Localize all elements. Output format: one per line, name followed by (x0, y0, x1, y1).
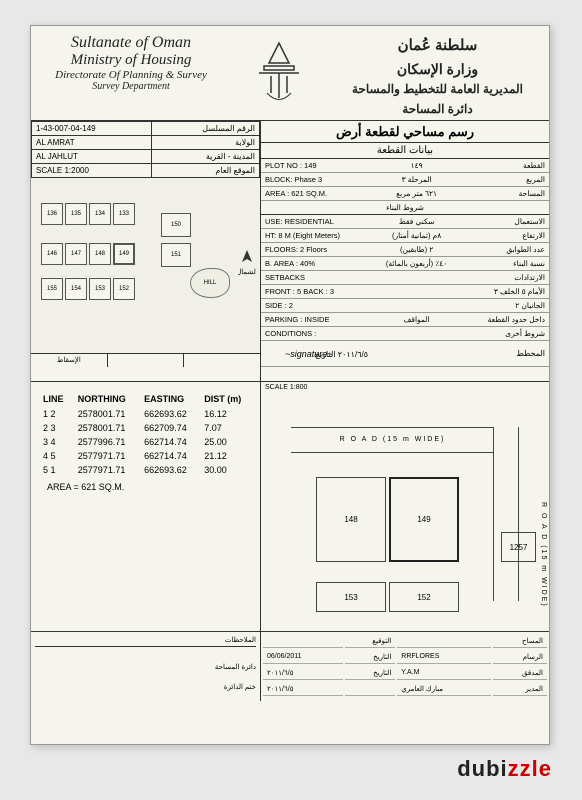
road-vertical-label: R O A D (15 m WIDE) (540, 502, 547, 608)
oman-emblem-icon (249, 38, 309, 108)
header-english: Sultanate of Oman Ministry of Housing Di… (31, 26, 231, 120)
build-conditions-header: شروط البناء (261, 201, 549, 215)
planner-label: المخطط (463, 341, 549, 367)
area-total: AREA = 621 SQ.M. (37, 478, 254, 496)
signature-area: ~signature~ ٢٠١١/٦/٥ التاريخ (261, 341, 463, 367)
panel-subtitle: بيانات القطعة (261, 143, 549, 159)
map-plot-147: 147 (65, 243, 87, 265)
map-plot-150: 150 (161, 213, 191, 237)
plot-data-panel: رسم مساحي لقطعة أرض بيانات القطعة PLOT N… (261, 121, 549, 381)
emblem-container (231, 26, 326, 120)
id-table: 1-43-007-04-149الرقم المسلسل AL AMRATالو… (31, 121, 260, 178)
village-label-ar: المدينة - القرية (152, 150, 260, 164)
map-plot-135: 135 (65, 203, 87, 225)
plot-148: 148 (316, 477, 386, 562)
plot-152: 152 (389, 582, 459, 612)
map-footer: الإسقاط (31, 353, 260, 367)
map-plot-153: 153 (89, 278, 111, 300)
wilayat: AL AMRAT (32, 136, 152, 150)
hill-feature: HILL (190, 268, 230, 298)
village: AL JAHLUT (32, 150, 152, 164)
plot-153: 153 (316, 582, 386, 612)
serial-no: 1-43-007-04-149 (32, 122, 152, 136)
plot-info-table: PLOT NO : 149١٤٩القطعةBLOCK: Phase 3المر… (261, 159, 549, 367)
notes-label: الملاحظات (35, 636, 256, 647)
country-en: Sultanate of Oman (35, 34, 227, 52)
map-plot-151: 151 (161, 243, 191, 267)
map-plot-146: 146 (41, 243, 63, 265)
survey-document: Sultanate of Oman Ministry of Housing Di… (30, 25, 550, 745)
setbacks-en: SETBACKS (261, 271, 371, 285)
svg-text:الشمال: الشمال (238, 268, 256, 276)
ministry-en: Ministry of Housing (35, 52, 227, 69)
serial-label-ar: الرقم المسلسل (152, 122, 260, 136)
dept-label: دائرة المساحة (35, 663, 256, 671)
location-map: HILL الشمال 1361351341331461471481491551… (31, 178, 260, 353)
map-plot-155: 155 (41, 278, 63, 300)
map-plot-133: 133 (113, 203, 135, 225)
plot-149-main: 149 (389, 477, 459, 562)
department-ar: دائرة المساحة (336, 100, 539, 119)
scale: SCALE 1:2000 (32, 164, 152, 178)
dubizzle-watermark: dubizzle (457, 756, 552, 782)
header-arabic: سلطنة عُمان وزارة الإسكان المديرية العام… (326, 26, 549, 120)
directorate-ar: المديرية العامة للتخطيط والمساحة (336, 80, 539, 99)
map-plot-136: 136 (41, 203, 63, 225)
directorate-en: Directorate Of Planning & Survey (35, 69, 227, 81)
road-horizontal: R O A D (15 m WIDE) (291, 427, 494, 453)
ministry-ar: وزارة الإسكان (336, 58, 539, 80)
footer-signatures: التوقيعالمساح06/06/2011التاريخRRFLORESال… (261, 632, 549, 701)
coordinates-table: LINENORTHINGEASTINGDIST (m) 1 22578001.7… (37, 390, 254, 478)
department-en: Survey Department (35, 81, 227, 92)
map-plot-134: 134 (89, 203, 111, 225)
map-plot-149: 149 (113, 243, 135, 265)
projection-label: الإسقاط (31, 354, 108, 367)
location-label-ar: الموقع العام (152, 164, 260, 178)
document-footer: الملاحظات دائرة المساحة ختم الدائرة التو… (31, 631, 549, 701)
watermark-part2: zzle (508, 756, 552, 781)
panel-title: رسم مساحي لقطعة أرض (261, 121, 549, 143)
wilayat-label-ar: الولاية (152, 136, 260, 150)
road-vertical (493, 427, 519, 601)
plot-detail-map: SCALE 1:800 R O A D (15 m WIDE) R O A D … (261, 382, 549, 631)
map-plot-154: 154 (65, 278, 87, 300)
country-ar: سلطنة عُمان (336, 34, 539, 58)
document-header: Sultanate of Oman Ministry of Housing Di… (31, 26, 549, 121)
signature-table: التوقيعالمساح06/06/2011التاريخRRFLORESال… (261, 632, 549, 698)
seal-label: ختم الدائرة (35, 683, 256, 691)
watermark-part1: dubi (457, 756, 507, 781)
coordinates-panel: LINENORTHINGEASTINGDIST (m) 1 22578001.7… (31, 382, 261, 631)
location-panel: 1-43-007-04-149الرقم المسلسل AL AMRATالو… (31, 121, 261, 381)
setbacks-ar: الارتدادات (463, 271, 549, 285)
north-arrow-icon: الشمال (238, 248, 256, 278)
detail-scale: SCALE 1:800 (265, 384, 307, 391)
plot-1257: 1257 (501, 532, 536, 562)
lower-section: LINENORTHINGEASTINGDIST (m) 1 22578001.7… (31, 381, 549, 631)
map-plot-148: 148 (89, 243, 111, 265)
footer-notes: الملاحظات دائرة المساحة ختم الدائرة (31, 632, 261, 701)
map-plot-152: 152 (113, 278, 135, 300)
upper-section: 1-43-007-04-149الرقم المسلسل AL AMRATالو… (31, 121, 549, 381)
